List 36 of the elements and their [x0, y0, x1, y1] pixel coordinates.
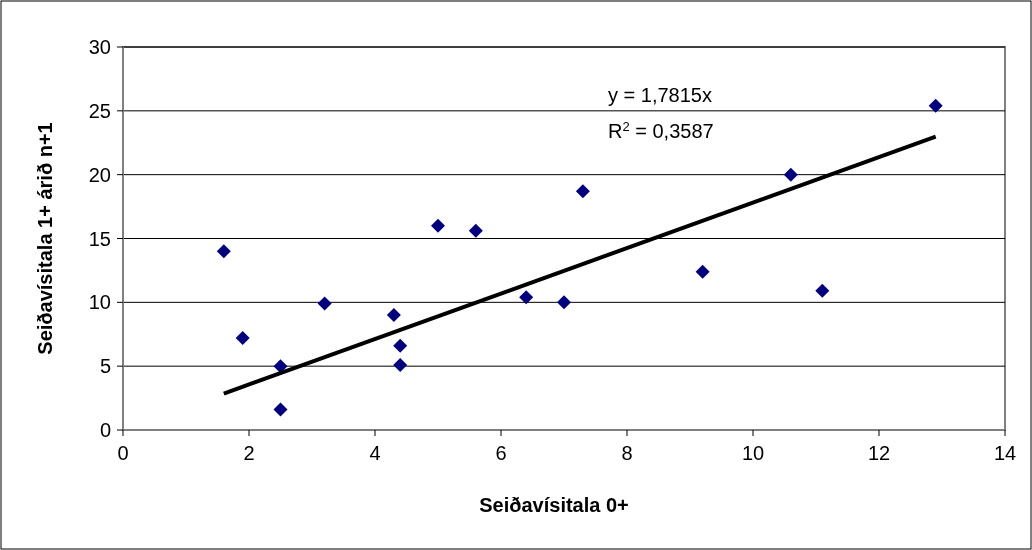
point: [386, 308, 401, 323]
annotation: y = 1,7815x: [608, 84, 712, 106]
y-tick-label: 5: [99, 355, 111, 378]
x-tick-label: 14: [993, 442, 1017, 464]
point: [216, 244, 231, 259]
point: [695, 264, 710, 279]
point: [273, 359, 288, 374]
point: [815, 283, 830, 298]
x-tick-label: 10: [741, 442, 765, 464]
x-axis-title: Seiðavísitala 0+: [479, 494, 629, 516]
y-tick-label: 20: [88, 163, 111, 186]
point: [468, 223, 483, 238]
y-tick-label: 25: [88, 99, 111, 122]
point: [557, 295, 571, 310]
x-tick-label: 8: [621, 442, 633, 464]
x-tick-label: 0: [117, 442, 129, 464]
point: [393, 357, 408, 372]
y-tick-label: 10: [88, 291, 111, 314]
y-axis-title: Seiðavísitala 1+ árið n+1: [34, 122, 56, 355]
y-tick-label: 0: [99, 419, 111, 441]
point: [317, 296, 332, 311]
point: [273, 402, 288, 417]
point: [783, 167, 798, 182]
x-tick-label: 12: [867, 442, 891, 464]
x-tick-label: 4: [369, 442, 381, 464]
x-tick-label: 2: [243, 442, 255, 464]
annotation: R$^{2}$ = 0,3587: [608, 118, 714, 142]
point: [431, 218, 445, 233]
point: [235, 331, 250, 346]
point: [393, 338, 408, 353]
y-tick-label: 30: [88, 36, 111, 58]
x-tick-label: 6: [495, 442, 507, 464]
point: [519, 290, 534, 305]
point: [575, 184, 590, 199]
y-tick-label: 15: [88, 227, 111, 250]
point: [928, 98, 943, 113]
